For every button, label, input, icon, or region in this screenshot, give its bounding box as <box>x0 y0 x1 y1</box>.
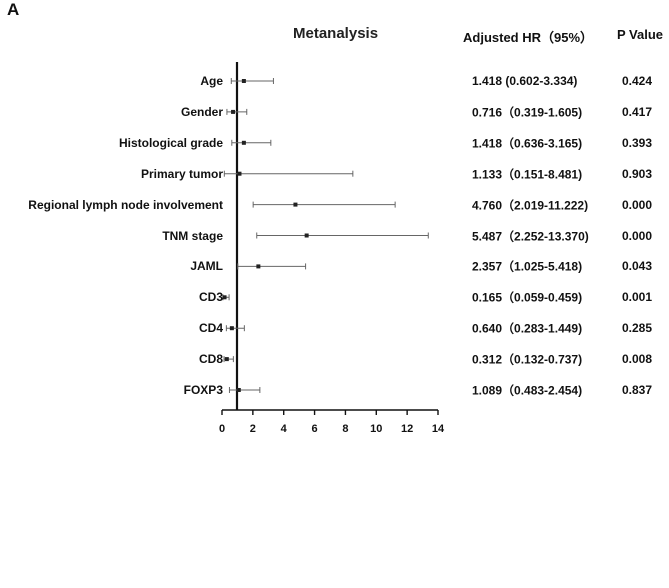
p-value: 0.837 <box>622 383 653 397</box>
row-label: CD8 <box>198 352 223 367</box>
hr-point <box>229 326 234 331</box>
hr-ci-value: 5.487（2.252-13.370) <box>472 229 589 243</box>
hr-point <box>241 79 246 83</box>
hr-point <box>222 295 227 300</box>
p-value: 0.000 <box>622 197 653 212</box>
row-label: CD3 <box>198 290 223 305</box>
row-label: JAML <box>190 259 223 274</box>
hr-point <box>237 171 242 176</box>
hr-ci-value: 4.760（2.019-11.222) <box>472 198 589 213</box>
p-value: 0.043 <box>622 259 653 274</box>
p-value: 0.424 <box>622 74 653 88</box>
hr-ci-value: 0.312（0.132-0.737) <box>472 352 583 367</box>
x-tick-label: 0 <box>219 423 225 435</box>
hr-ci-value: 0.165（0.059-0.459) <box>472 290 583 305</box>
hr-ci-value: 0.716（0.319-1.605) <box>472 105 583 120</box>
p-value: 0.285 <box>622 321 653 336</box>
x-tick-label: 2 <box>250 423 256 435</box>
row-label: CD4 <box>198 321 223 336</box>
p-value: 0.001 <box>622 290 653 305</box>
panel-label: A <box>7 0 20 19</box>
x-tick-label: 12 <box>401 423 413 435</box>
row-label: Age <box>200 74 223 88</box>
hr-point <box>224 357 229 362</box>
chart-title: Metanalysis <box>293 25 379 42</box>
p-value: 0.008 <box>622 352 653 367</box>
hr-column-header: Adjusted HR（95%） <box>463 30 594 45</box>
hr-point <box>236 388 241 392</box>
row-label: FOXP3 <box>183 383 223 397</box>
p-value-column-header: P Value <box>617 27 664 42</box>
hr-ci-value: 1.089（0.483-2.454) <box>472 383 583 398</box>
p-value: 0.393 <box>622 135 653 150</box>
hr-point <box>231 109 236 114</box>
x-tick-label: 10 <box>370 423 382 435</box>
row-label: Primary tumor <box>140 166 223 181</box>
hr-ci-value: 0.640（0.283-1.449) <box>472 321 583 336</box>
x-tick-label: 4 <box>281 423 288 435</box>
row-label: TNM stage <box>162 228 223 243</box>
hr-ci-value: 1.133（0.151-8.481) <box>472 167 583 182</box>
row-label: Regional lymph node involvement <box>28 197 223 212</box>
hr-ci-value: 1.418（0.636-3.165) <box>472 136 583 151</box>
hr-point <box>293 202 298 207</box>
hr-ci-value: 1.418 (0.602-3.334) <box>472 74 578 88</box>
p-value: 0.417 <box>622 104 653 119</box>
row-label: Gender <box>180 104 223 119</box>
x-tick-label: 6 <box>312 423 318 435</box>
x-tick-label: 8 <box>342 423 348 435</box>
hr-point <box>241 140 246 145</box>
hr-point <box>304 233 309 238</box>
p-value: 0.903 <box>622 166 653 181</box>
row-label: Histological grade <box>118 135 223 150</box>
hr-ci-value: 2.357（1.025-5.418) <box>472 259 583 274</box>
p-value: 0.000 <box>622 228 653 243</box>
x-tick-label: 14 <box>432 423 445 435</box>
hr-point <box>256 264 261 269</box>
